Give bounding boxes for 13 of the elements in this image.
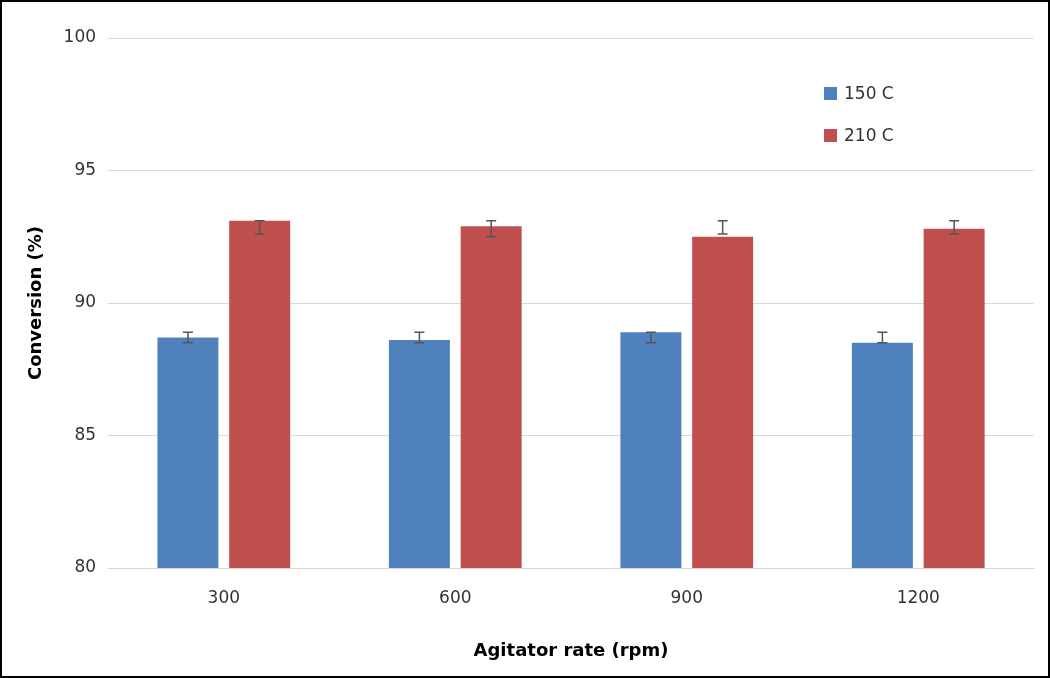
y-axis-title: Conversion (%): [24, 225, 46, 381]
y-tick-label: 85: [74, 423, 97, 444]
x-tick-label: 300: [207, 586, 241, 607]
y-tick-label: 90: [74, 291, 97, 312]
x-tick-label: 1200: [896, 586, 940, 607]
x-tick-label: 600: [439, 586, 472, 607]
y-tick-label: 100: [63, 26, 97, 47]
y-tick-label: 80: [74, 556, 97, 577]
legend-label: 150 C: [844, 83, 894, 103]
x-axis-title: Agitator rate (rpm): [473, 638, 669, 660]
x-tick-label: 900: [670, 586, 703, 607]
y-tick-label: 95: [74, 158, 97, 179]
legend-label: 210 C: [844, 125, 894, 145]
